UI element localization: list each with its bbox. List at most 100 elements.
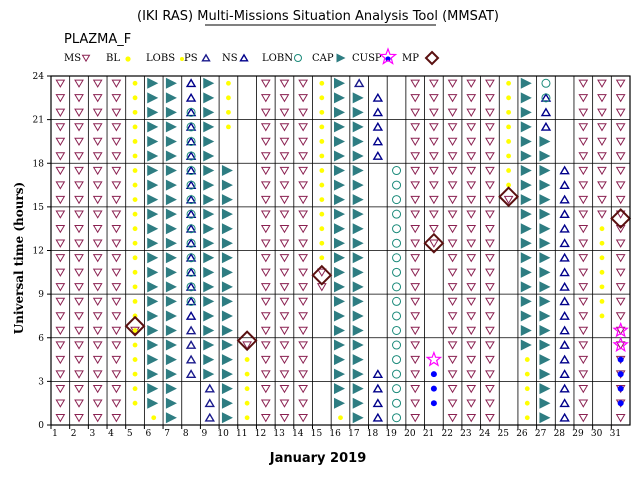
marker-cap: [221, 223, 233, 235]
marker-cap: [147, 121, 159, 133]
marker-bl: [319, 153, 325, 159]
legend: MS BL LOBS PS NS LOBN CAP CUSP MP: [64, 47, 440, 66]
marker-cap: [165, 223, 177, 235]
marker-ms: [597, 94, 607, 103]
marker-ms: [485, 399, 495, 408]
marker-cap: [520, 281, 532, 293]
marker-ms: [410, 414, 421, 423]
marker-cap: [165, 412, 177, 424]
marker-ms: [429, 152, 439, 161]
marker-ms: [298, 283, 309, 292]
marker-cap: [147, 135, 159, 147]
marker-ms: [410, 94, 421, 103]
marker-ns: [372, 398, 384, 408]
marker-ms: [298, 399, 309, 408]
marker-ms: [429, 224, 439, 234]
marker-ms: [298, 312, 309, 321]
marker-ms: [316, 268, 327, 277]
marker-cap: [165, 266, 177, 278]
marker-bl: [226, 109, 231, 115]
marker-ms: [279, 384, 290, 394]
marker-ms: [429, 210, 439, 219]
marker-bl: [319, 139, 325, 144]
marker-cap: [334, 179, 345, 191]
marker-ms: [260, 181, 271, 190]
marker-lobn: [186, 195, 196, 205]
marker-cap: [539, 208, 551, 220]
marker-ms: [279, 326, 290, 336]
marker-cap: [203, 310, 215, 322]
marker-cap: [203, 266, 215, 278]
marker-ms: [74, 195, 84, 205]
marker-cusp-dot: [617, 400, 624, 407]
marker-ms: [111, 195, 122, 205]
marker-ms: [92, 210, 103, 219]
marker-cap: [165, 368, 177, 380]
marker-cap: [165, 324, 177, 336]
marker-lobn: [392, 355, 402, 365]
marker-cap: [334, 383, 345, 395]
marker-bl: [319, 124, 325, 130]
x-tick-label: 7: [164, 429, 170, 439]
marker-bl: [132, 328, 138, 333]
marker-ms: [578, 254, 589, 263]
marker-bl: [599, 255, 605, 261]
marker-cap: [520, 179, 532, 191]
marker-cap: [539, 383, 551, 395]
marker-ms: [92, 341, 103, 350]
marker-lobn: [392, 238, 402, 248]
marker-ms: [578, 137, 589, 147]
marker-ms: [485, 123, 495, 132]
y-tick-label: 9: [38, 290, 44, 300]
marker-cap: [334, 310, 345, 322]
marker-bl: [319, 240, 325, 246]
marker-lobn: [392, 209, 402, 219]
marker-ms: [466, 123, 477, 132]
legend-marker: [81, 54, 91, 63]
marker-ms: [55, 268, 66, 277]
x-tick-label: 1: [52, 429, 58, 439]
marker-cap: [203, 121, 215, 133]
marker-ms: [466, 181, 477, 190]
marker-ms: [597, 152, 607, 161]
marker-cap: [352, 135, 364, 147]
marker-lobn: [186, 224, 196, 234]
marker-bl: [506, 80, 511, 86]
marker-ms: [111, 224, 122, 234]
marker-ms: [578, 326, 589, 336]
marker-ms: [260, 283, 271, 292]
marker-ms: [578, 268, 589, 277]
marker-cap: [520, 165, 532, 177]
marker-ps: [204, 398, 215, 408]
marker-cap: [203, 281, 215, 293]
marker-ms: [260, 341, 271, 350]
marker-ms: [410, 341, 421, 350]
marker-ms: [55, 152, 66, 161]
x-tick-label: 11: [236, 429, 247, 439]
legend-marker: [378, 47, 398, 65]
marker-ns: [559, 180, 570, 189]
x-tick-label: 23: [460, 429, 472, 439]
marker-ms: [298, 79, 309, 88]
marker-ms: [485, 297, 495, 306]
marker-cap: [520, 324, 532, 336]
marker-ms: [111, 297, 122, 306]
marker-bl: [506, 124, 511, 130]
marker-ms: [503, 195, 514, 205]
marker-ms: [92, 166, 103, 176]
marker-ms: [92, 355, 103, 365]
marker-ms: [485, 210, 495, 219]
marker-ns: [185, 121, 197, 131]
marker-cap: [334, 354, 345, 366]
marker-lobn: [392, 311, 402, 321]
marker-ms: [429, 79, 439, 88]
marker-bl: [244, 386, 250, 392]
marker-bl: [524, 415, 530, 421]
marker-cusp-dot: [617, 371, 624, 378]
marker-ps: [185, 325, 197, 335]
marker-ms: [597, 210, 607, 219]
marker-cap: [520, 266, 532, 278]
marker-ns: [185, 252, 197, 262]
chart-title: (IKI RAS) Multi-Missions Situation Analy…: [137, 9, 499, 24]
marker-ms: [55, 181, 66, 190]
